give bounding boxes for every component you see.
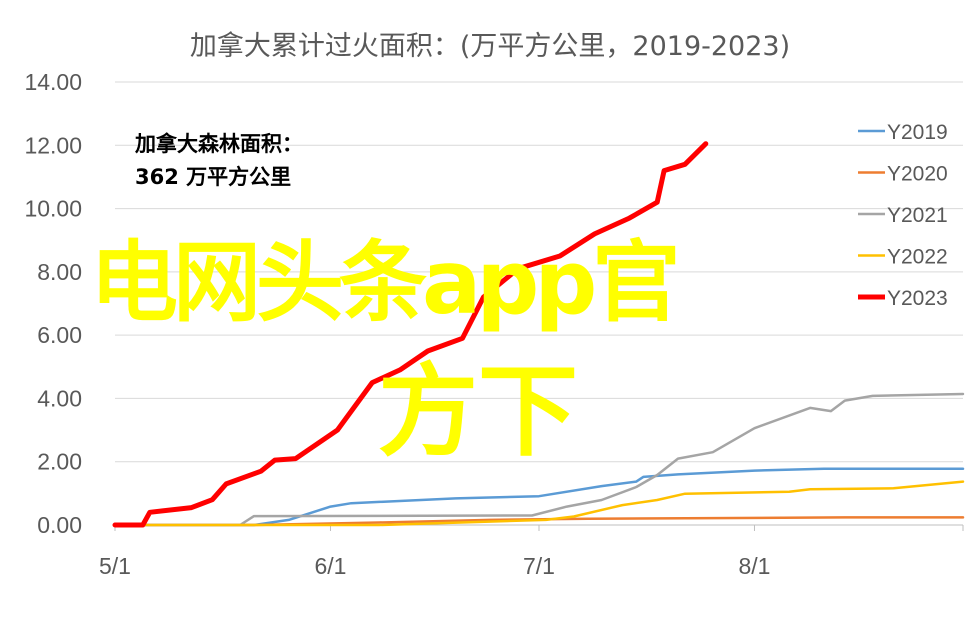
y-tick-label: 6.00: [37, 322, 82, 348]
y-tick-label: 8.00: [37, 259, 82, 285]
y-tick-label: 10.00: [24, 196, 82, 222]
x-tick-label: 6/1: [314, 553, 346, 579]
annotation-line-1: 加拿大森林面积：: [135, 132, 303, 156]
y-tick-label: 0.00: [37, 512, 82, 538]
y-tick-label: 12.00: [24, 132, 82, 158]
forest-area-annotation: 加拿大森林面积： 362 万平方公里: [135, 128, 303, 194]
series-line-y2021: [113, 392, 965, 527]
x-tick-label: 7/1: [523, 553, 555, 579]
y-tick-label: 2.00: [37, 449, 82, 475]
legend-label-y2021: Y2021: [887, 204, 948, 227]
y-tick-label: 14.00: [24, 69, 82, 95]
legend-label-y2023: Y2023: [887, 287, 948, 310]
y-tick-label: 4.00: [37, 385, 82, 411]
chart-title: 加拿大累计过火面积：(万平方公里，2019-2023): [189, 31, 791, 62]
series-line-y2022: [113, 480, 965, 527]
x-tick-label: 8/1: [738, 553, 770, 579]
legend-label-y2019: Y2019: [887, 121, 948, 144]
legend-label-y2020: Y2020: [887, 163, 948, 186]
series-line-y2023: [112, 141, 709, 528]
x-tick-label: 5/1: [99, 553, 131, 579]
series-line-y2019: [113, 467, 965, 527]
legend-label-y2022: Y2022: [887, 246, 948, 269]
annotation-line-2: 362 万平方公里: [135, 165, 292, 189]
